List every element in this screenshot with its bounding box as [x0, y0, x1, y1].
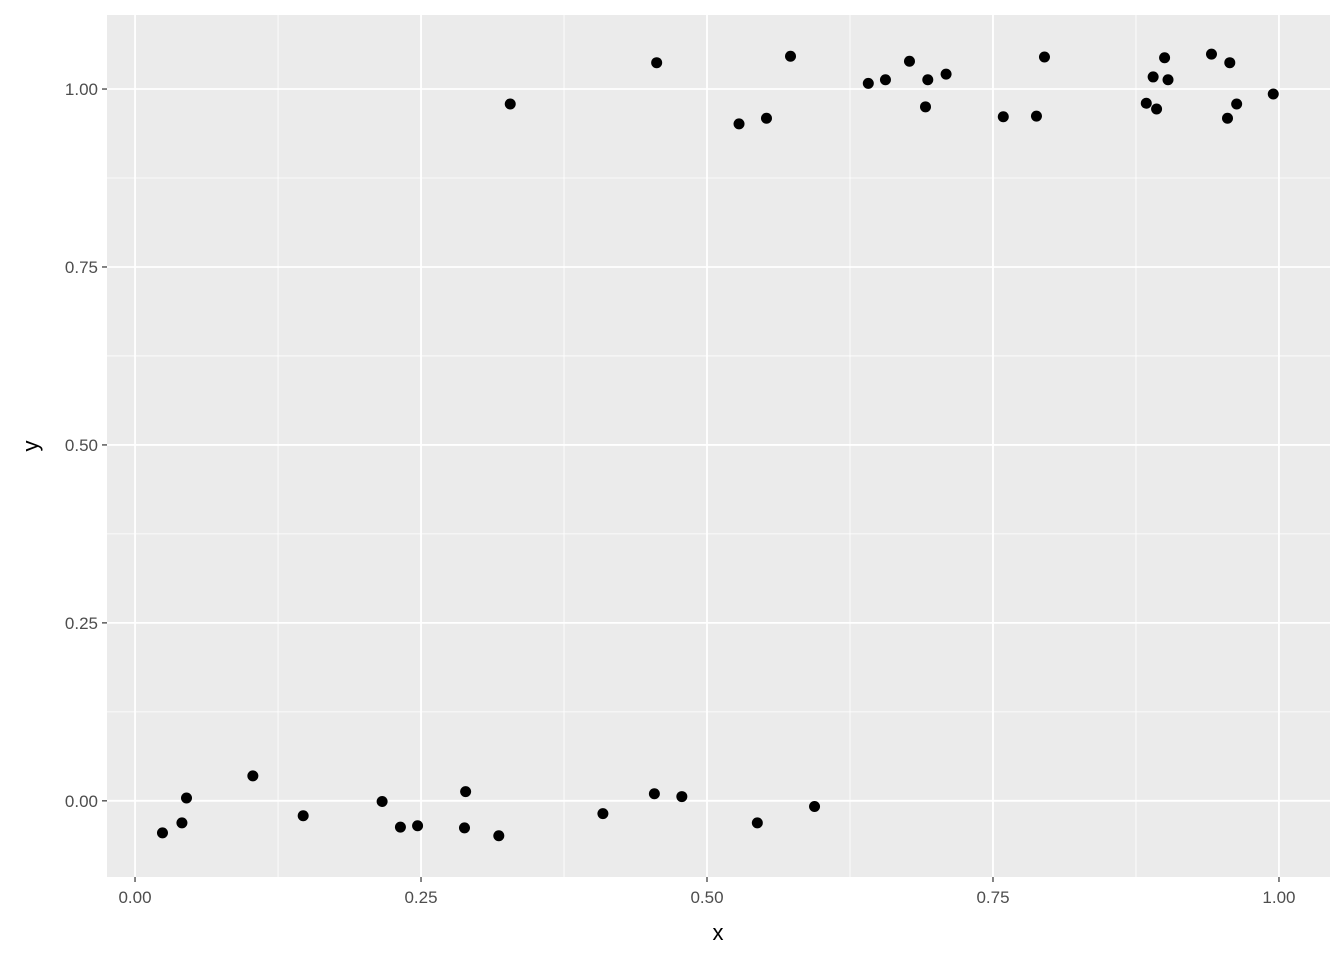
data-point — [458, 822, 470, 834]
data-point — [760, 112, 772, 124]
x-tick-label: 0.00 — [118, 888, 151, 907]
x-axis: 0.00 0.25 0.50 0.75 1.00 — [118, 877, 1296, 907]
data-point — [676, 791, 688, 803]
data-point — [919, 101, 931, 113]
plot-panel — [107, 15, 1330, 877]
data-point — [460, 786, 472, 798]
x-tick-label: 0.75 — [976, 888, 1009, 907]
data-point — [1151, 103, 1163, 115]
data-point — [903, 55, 915, 67]
data-point — [648, 788, 660, 800]
y-axis: 0.00 0.25 0.50 0.75 1.00 — [65, 80, 107, 811]
y-axis-title: y — [18, 441, 43, 452]
data-point — [412, 820, 424, 832]
data-point — [751, 817, 763, 829]
data-point — [1159, 52, 1171, 64]
data-point — [997, 111, 1009, 123]
y-tick-label: 0.50 — [65, 436, 98, 455]
data-point — [1231, 98, 1243, 110]
y-tick-label: 0.25 — [65, 614, 98, 633]
data-point — [1222, 112, 1234, 124]
y-tick-label: 0.00 — [65, 792, 98, 811]
x-tick-label: 0.25 — [404, 888, 437, 907]
data-point — [156, 827, 168, 839]
data-points — [156, 48, 1279, 842]
data-point — [1147, 71, 1159, 83]
data-point — [297, 810, 309, 822]
data-point — [1205, 48, 1217, 60]
major-gridlines — [107, 15, 1330, 877]
x-tick-label: 0.50 — [690, 888, 723, 907]
data-point — [879, 74, 891, 86]
y-tick-label: 1.00 — [65, 80, 98, 99]
data-point — [597, 808, 609, 820]
data-point — [247, 770, 259, 782]
data-point — [862, 77, 874, 89]
x-axis-title: x — [713, 920, 724, 945]
data-point — [1162, 74, 1174, 86]
data-point — [651, 57, 663, 69]
data-point — [785, 50, 797, 62]
data-point — [922, 74, 934, 86]
data-point — [181, 792, 193, 804]
data-point — [1140, 97, 1152, 109]
data-point — [376, 796, 388, 808]
data-point — [504, 98, 516, 110]
data-point — [1267, 88, 1279, 100]
data-point — [809, 801, 821, 813]
x-tick-label: 1.00 — [1262, 888, 1295, 907]
data-point — [940, 68, 952, 80]
data-point — [1030, 110, 1042, 122]
y-tick-label: 0.75 — [65, 258, 98, 277]
data-point — [176, 817, 188, 829]
minor-gridlines — [107, 15, 1330, 877]
data-point — [1038, 51, 1050, 63]
data-point — [493, 830, 505, 842]
data-point — [394, 821, 406, 833]
data-point — [1224, 57, 1236, 69]
data-point — [733, 118, 745, 130]
